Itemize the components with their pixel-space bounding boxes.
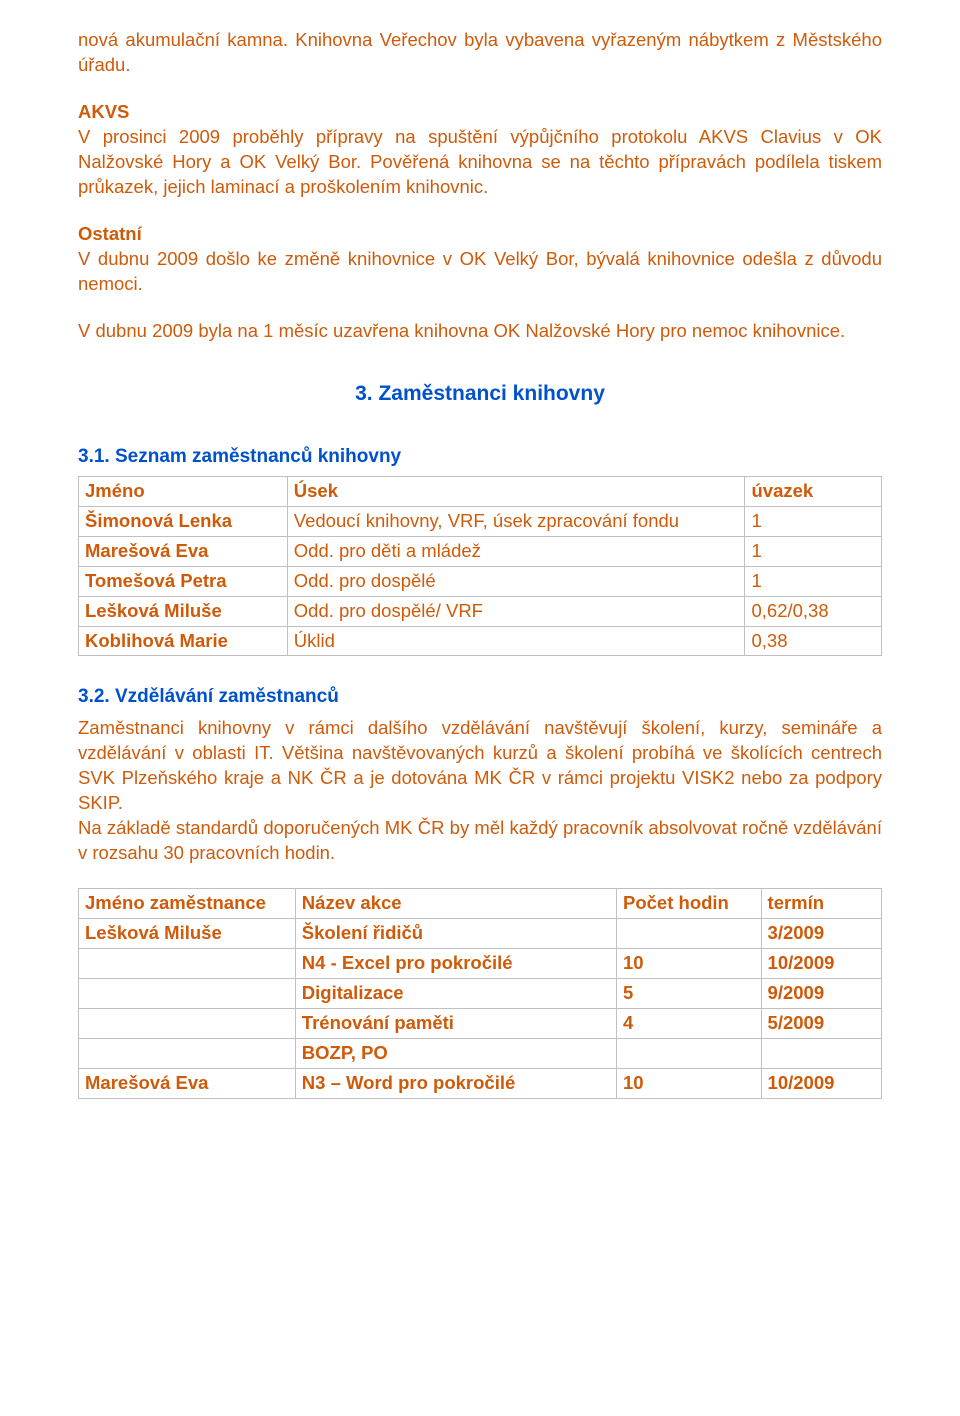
table-header-cell: Jméno zaměstnance [79, 888, 296, 918]
table-cell [79, 1038, 296, 1068]
table-cell [617, 918, 762, 948]
subheading-3-2: 3.2. Vzdělávání zaměstnanců [78, 684, 882, 710]
table-row: Trénování paměti 4 5/2009 [79, 1008, 882, 1038]
table-cell [79, 1008, 296, 1038]
table-cell: 0,38 [745, 626, 882, 656]
table-cell [761, 1038, 881, 1068]
table-cell: Marešová Eva [79, 536, 288, 566]
table-cell: Digitalizace [295, 978, 616, 1008]
table-cell: Odd. pro děti a mládež [287, 536, 745, 566]
table-cell: 4 [617, 1008, 762, 1038]
table-cell: 10/2009 [761, 1068, 881, 1098]
table-cell: Školení řidičů [295, 918, 616, 948]
paragraph-3: Ostatní V dubnu 2009 došlo ke změně knih… [78, 222, 882, 297]
table-cell: 1 [745, 566, 882, 596]
section-3-heading: 3. Zaměstnanci knihovny [78, 380, 882, 408]
table-cell: Odd. pro dospělé [287, 566, 745, 596]
table-cell: Trénování paměti [295, 1008, 616, 1038]
table-cell: BOZP, PO [295, 1038, 616, 1068]
table-cell: Úklid [287, 626, 745, 656]
paragraph-2: AKVS V prosinci 2009 proběhly přípravy n… [78, 100, 882, 200]
subheading-3-1: 3.1. Seznam zaměstnanců knihovny [78, 444, 882, 470]
table-row: Šimonová Lenka Vedoucí knihovny, VRF, ús… [79, 506, 882, 536]
table-row: Marešová Eva Odd. pro děti a mládež 1 [79, 536, 882, 566]
training-table: Jméno zaměstnance Název akce Počet hodin… [78, 888, 882, 1099]
table-cell [79, 948, 296, 978]
table-cell: 5/2009 [761, 1008, 881, 1038]
akvs-body: V prosinci 2009 proběhly přípravy na spu… [78, 126, 882, 197]
table-cell: 1 [745, 536, 882, 566]
table-cell: 9/2009 [761, 978, 881, 1008]
table-cell: N4 - Excel pro pokročilé [295, 948, 616, 978]
table-row: Digitalizace 5 9/2009 [79, 978, 882, 1008]
table-cell: Odd. pro dospělé/ VRF [287, 596, 745, 626]
employees-table: Jméno Úsek úvazek Šimonová Lenka Vedoucí… [78, 476, 882, 657]
paragraph-4: V dubnu 2009 byla na 1 měsíc uzavřena kn… [78, 319, 882, 344]
table-cell: 10 [617, 948, 762, 978]
table-row: Lešková Miluše Školení řidičů 3/2009 [79, 918, 882, 948]
ostatni-heading: Ostatní [78, 223, 142, 244]
table-cell: Lešková Miluše [79, 918, 296, 948]
table-cell: Marešová Eva [79, 1068, 296, 1098]
table-cell: Vedoucí knihovny, VRF, úsek zpracování f… [287, 506, 745, 536]
table-row: N4 - Excel pro pokročilé 10 10/2009 [79, 948, 882, 978]
table-row: Jméno zaměstnance Název akce Počet hodin… [79, 888, 882, 918]
table-cell [79, 978, 296, 1008]
table-row: Koblihová Marie Úklid 0,38 [79, 626, 882, 656]
table-cell: Lešková Miluše [79, 596, 288, 626]
table-header-cell: termín [761, 888, 881, 918]
table-cell [617, 1038, 762, 1068]
table-cell: Tomešová Petra [79, 566, 288, 596]
table-header-cell: Název akce [295, 888, 616, 918]
table-cell: 1 [745, 506, 882, 536]
table-row: Jméno Úsek úvazek [79, 476, 882, 506]
table-row: Marešová Eva N3 – Word pro pokročilé 10 … [79, 1068, 882, 1098]
paragraph-5: Zaměstnanci knihovny v rámci dalšího vzd… [78, 716, 882, 816]
table-cell: Koblihová Marie [79, 626, 288, 656]
table-header-cell: úvazek [745, 476, 882, 506]
table-row: Tomešová Petra Odd. pro dospělé 1 [79, 566, 882, 596]
table-header-cell: Jméno [79, 476, 288, 506]
table-header-cell: Počet hodin [617, 888, 762, 918]
table-row: Lešková Miluše Odd. pro dospělé/ VRF 0,6… [79, 596, 882, 626]
table-cell: Šimonová Lenka [79, 506, 288, 536]
table-header-cell: Úsek [287, 476, 745, 506]
paragraph-1: nová akumulační kamna. Knihovna Veřechov… [78, 28, 882, 78]
paragraph-6: Na základě standardů doporučených MK ČR … [78, 816, 882, 866]
table-row: BOZP, PO [79, 1038, 882, 1068]
table-cell: 3/2009 [761, 918, 881, 948]
ostatni-body: V dubnu 2009 došlo ke změně knihovnice v… [78, 248, 882, 294]
akvs-heading: AKVS [78, 101, 129, 122]
table-cell: 10/2009 [761, 948, 881, 978]
table-cell: N3 – Word pro pokročilé [295, 1068, 616, 1098]
table-cell: 10 [617, 1068, 762, 1098]
table-cell: 5 [617, 978, 762, 1008]
table-cell: 0,62/0,38 [745, 596, 882, 626]
